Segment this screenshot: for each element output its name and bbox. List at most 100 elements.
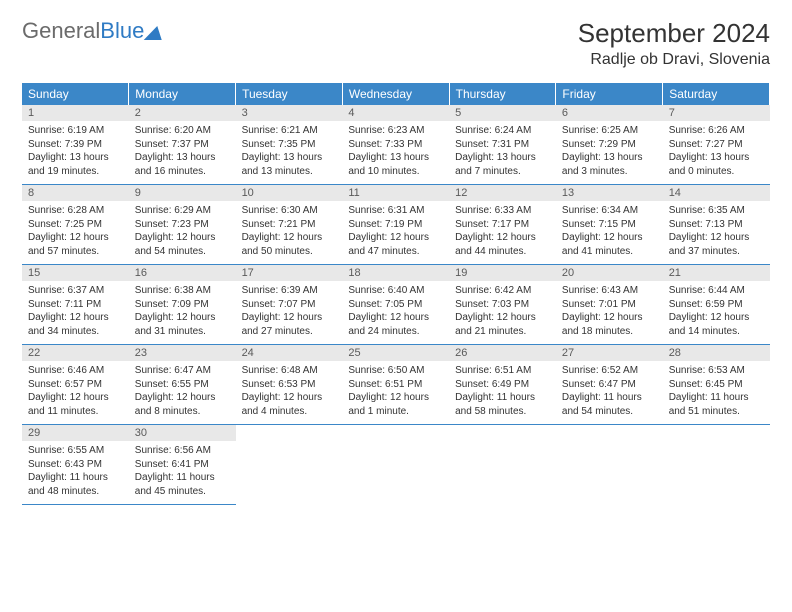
sunrise-text: Sunrise: 6:23 AM [348, 124, 443, 138]
sunrise-text: Sunrise: 6:38 AM [135, 284, 230, 298]
sunrise-text: Sunrise: 6:44 AM [669, 284, 764, 298]
day-body: Sunrise: 6:35 AMSunset: 7:13 PMDaylight:… [663, 201, 770, 264]
daylight-text: Daylight: 13 hours and 13 minutes. [242, 151, 337, 178]
calendar-day-cell [663, 425, 770, 505]
daylight-text: Daylight: 12 hours and 37 minutes. [669, 231, 764, 258]
sunrise-text: Sunrise: 6:31 AM [348, 204, 443, 218]
day-body: Sunrise: 6:24 AMSunset: 7:31 PMDaylight:… [449, 121, 556, 184]
calendar-day-cell: 1Sunrise: 6:19 AMSunset: 7:39 PMDaylight… [22, 105, 129, 185]
calendar-day-cell [556, 425, 663, 505]
calendar-day-cell: 9Sunrise: 6:29 AMSunset: 7:23 PMDaylight… [129, 185, 236, 265]
day-body: Sunrise: 6:37 AMSunset: 7:11 PMDaylight:… [22, 281, 129, 344]
sunset-text: Sunset: 6:47 PM [562, 378, 657, 392]
day-body: Sunrise: 6:20 AMSunset: 7:37 PMDaylight:… [129, 121, 236, 184]
sunset-text: Sunset: 7:21 PM [242, 218, 337, 232]
calendar-day-cell: 5Sunrise: 6:24 AMSunset: 7:31 PMDaylight… [449, 105, 556, 185]
location-text: Radlje ob Dravi, Slovenia [578, 51, 770, 69]
sunset-text: Sunset: 7:35 PM [242, 138, 337, 152]
day-number: 22 [22, 345, 129, 361]
weekday-header: Tuesday [236, 83, 343, 105]
daylight-text: Daylight: 12 hours and 31 minutes. [135, 311, 230, 338]
day-number: 1 [22, 105, 129, 121]
weekday-header: Monday [129, 83, 236, 105]
day-body: Sunrise: 6:51 AMSunset: 6:49 PMDaylight:… [449, 361, 556, 424]
sunrise-text: Sunrise: 6:29 AM [135, 204, 230, 218]
sunset-text: Sunset: 7:15 PM [562, 218, 657, 232]
day-number: 7 [663, 105, 770, 121]
calendar-day-cell: 18Sunrise: 6:40 AMSunset: 7:05 PMDayligh… [342, 265, 449, 345]
header: GeneralBlue September 2024 Radlje ob Dra… [22, 18, 770, 69]
sunrise-text: Sunrise: 6:25 AM [562, 124, 657, 138]
calendar-week-row: 1Sunrise: 6:19 AMSunset: 7:39 PMDaylight… [22, 105, 770, 185]
logo: GeneralBlue [22, 18, 164, 44]
day-number: 5 [449, 105, 556, 121]
sunset-text: Sunset: 6:49 PM [455, 378, 550, 392]
sunset-text: Sunset: 7:13 PM [669, 218, 764, 232]
sunset-text: Sunset: 7:07 PM [242, 298, 337, 312]
daylight-text: Daylight: 12 hours and 50 minutes. [242, 231, 337, 258]
day-body: Sunrise: 6:55 AMSunset: 6:43 PMDaylight:… [22, 441, 129, 504]
sunrise-text: Sunrise: 6:50 AM [348, 364, 443, 378]
daylight-text: Daylight: 13 hours and 19 minutes. [28, 151, 123, 178]
day-body: Sunrise: 6:43 AMSunset: 7:01 PMDaylight:… [556, 281, 663, 344]
day-number: 4 [342, 105, 449, 121]
day-body: Sunrise: 6:21 AMSunset: 7:35 PMDaylight:… [236, 121, 343, 184]
calendar-day-cell: 16Sunrise: 6:38 AMSunset: 7:09 PMDayligh… [129, 265, 236, 345]
sunrise-text: Sunrise: 6:28 AM [28, 204, 123, 218]
day-body: Sunrise: 6:38 AMSunset: 7:09 PMDaylight:… [129, 281, 236, 344]
weekday-header: Friday [556, 83, 663, 105]
calendar-day-cell: 28Sunrise: 6:53 AMSunset: 6:45 PMDayligh… [663, 345, 770, 425]
day-body: Sunrise: 6:25 AMSunset: 7:29 PMDaylight:… [556, 121, 663, 184]
calendar-day-cell: 23Sunrise: 6:47 AMSunset: 6:55 PMDayligh… [129, 345, 236, 425]
sunrise-text: Sunrise: 6:35 AM [669, 204, 764, 218]
sunrise-text: Sunrise: 6:40 AM [348, 284, 443, 298]
day-body: Sunrise: 6:52 AMSunset: 6:47 PMDaylight:… [556, 361, 663, 424]
sunset-text: Sunset: 6:55 PM [135, 378, 230, 392]
calendar-week-row: 15Sunrise: 6:37 AMSunset: 7:11 PMDayligh… [22, 265, 770, 345]
day-body: Sunrise: 6:47 AMSunset: 6:55 PMDaylight:… [129, 361, 236, 424]
daylight-text: Daylight: 13 hours and 16 minutes. [135, 151, 230, 178]
sunset-text: Sunset: 6:53 PM [242, 378, 337, 392]
calendar-day-cell: 13Sunrise: 6:34 AMSunset: 7:15 PMDayligh… [556, 185, 663, 265]
day-body: Sunrise: 6:29 AMSunset: 7:23 PMDaylight:… [129, 201, 236, 264]
day-number: 25 [342, 345, 449, 361]
calendar-day-cell: 17Sunrise: 6:39 AMSunset: 7:07 PMDayligh… [236, 265, 343, 345]
sunset-text: Sunset: 7:29 PM [562, 138, 657, 152]
sunset-text: Sunset: 7:19 PM [348, 218, 443, 232]
daylight-text: Daylight: 12 hours and 24 minutes. [348, 311, 443, 338]
logo-word2: Blue [100, 18, 144, 44]
day-number: 16 [129, 265, 236, 281]
calendar-day-cell [342, 425, 449, 505]
day-number: 12 [449, 185, 556, 201]
day-number: 24 [236, 345, 343, 361]
calendar-day-cell: 30Sunrise: 6:56 AMSunset: 6:41 PMDayligh… [129, 425, 236, 505]
day-body: Sunrise: 6:31 AMSunset: 7:19 PMDaylight:… [342, 201, 449, 264]
sunset-text: Sunset: 7:03 PM [455, 298, 550, 312]
sunrise-text: Sunrise: 6:39 AM [242, 284, 337, 298]
sunset-text: Sunset: 7:33 PM [348, 138, 443, 152]
day-number: 17 [236, 265, 343, 281]
day-number: 11 [342, 185, 449, 201]
sunrise-text: Sunrise: 6:34 AM [562, 204, 657, 218]
sunrise-text: Sunrise: 6:24 AM [455, 124, 550, 138]
day-number: 9 [129, 185, 236, 201]
day-body: Sunrise: 6:19 AMSunset: 7:39 PMDaylight:… [22, 121, 129, 184]
day-body: Sunrise: 6:26 AMSunset: 7:27 PMDaylight:… [663, 121, 770, 184]
calendar-day-cell: 12Sunrise: 6:33 AMSunset: 7:17 PMDayligh… [449, 185, 556, 265]
daylight-text: Daylight: 12 hours and 18 minutes. [562, 311, 657, 338]
calendar-day-cell [449, 425, 556, 505]
daylight-text: Daylight: 11 hours and 51 minutes. [669, 391, 764, 418]
day-number: 26 [449, 345, 556, 361]
page-title: September 2024 [578, 18, 770, 49]
logo-word1: General [22, 18, 100, 44]
day-body: Sunrise: 6:39 AMSunset: 7:07 PMDaylight:… [236, 281, 343, 344]
day-body: Sunrise: 6:56 AMSunset: 6:41 PMDaylight:… [129, 441, 236, 504]
day-body: Sunrise: 6:34 AMSunset: 7:15 PMDaylight:… [556, 201, 663, 264]
daylight-text: Daylight: 11 hours and 54 minutes. [562, 391, 657, 418]
daylight-text: Daylight: 13 hours and 3 minutes. [562, 151, 657, 178]
day-number: 8 [22, 185, 129, 201]
calendar-week-row: 29Sunrise: 6:55 AMSunset: 6:43 PMDayligh… [22, 425, 770, 505]
logo-sail-icon [144, 26, 167, 40]
daylight-text: Daylight: 12 hours and 8 minutes. [135, 391, 230, 418]
daylight-text: Daylight: 12 hours and 14 minutes. [669, 311, 764, 338]
